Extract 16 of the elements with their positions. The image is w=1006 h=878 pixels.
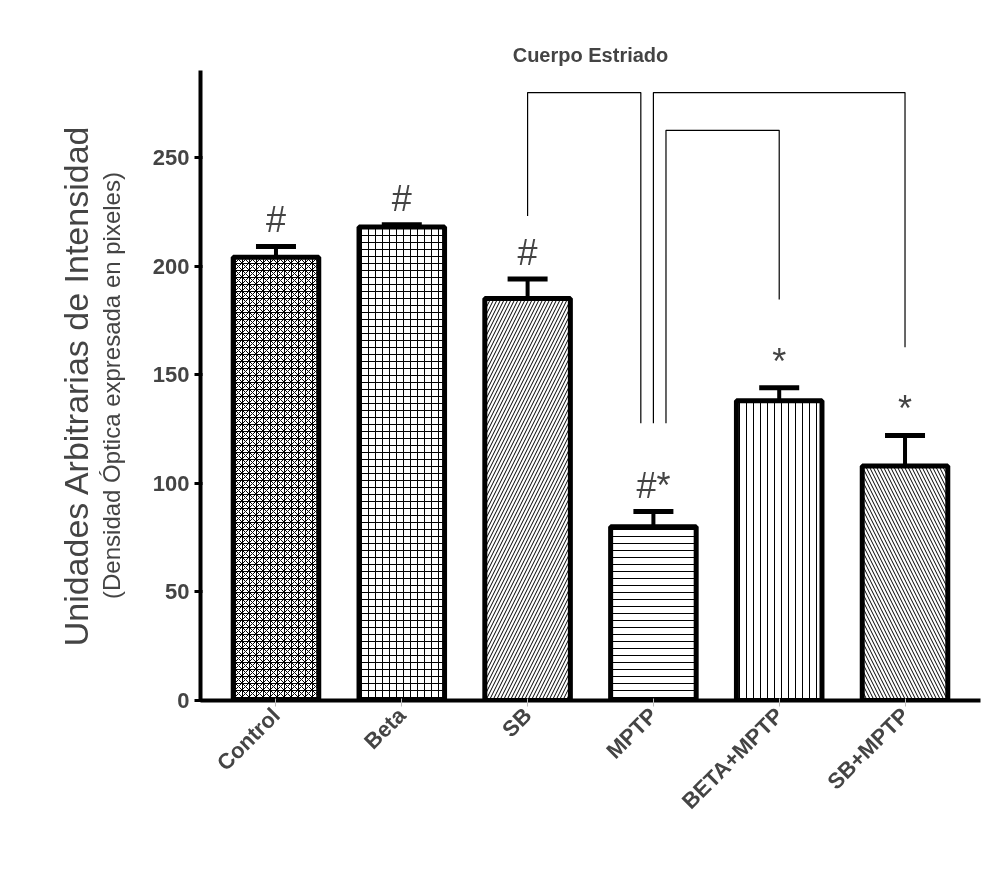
y-tick-label: 250 xyxy=(152,144,190,170)
text: (Densidad Óptica expresada en pixeles) xyxy=(97,172,125,599)
annotation: * xyxy=(772,340,787,382)
annotation: #* xyxy=(636,464,671,506)
annotation: # xyxy=(517,232,538,274)
y-axis-title: Unidades Arbitrarias de Intensidad xyxy=(56,126,95,647)
y-tick-label: 100 xyxy=(152,470,190,496)
annotation: # xyxy=(265,199,286,241)
chart-title: Cuerpo Estriado xyxy=(512,43,669,66)
y-tick-label: 0 xyxy=(177,688,190,713)
y-tick-label: 200 xyxy=(152,253,190,279)
y-tick-label: 50 xyxy=(165,579,190,605)
x-tick-label: SB xyxy=(497,702,537,742)
annotation: * xyxy=(898,388,913,430)
y-tick-label: 150 xyxy=(152,362,190,388)
annotation: # xyxy=(391,177,412,219)
